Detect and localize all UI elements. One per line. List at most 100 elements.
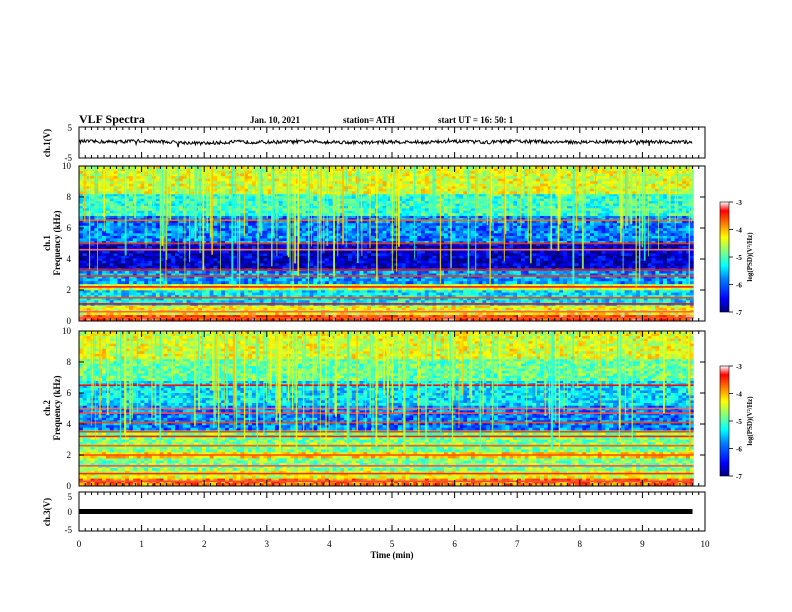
spectrogram-cell: [125, 281, 130, 285]
spectrogram-cell: [305, 243, 310, 247]
spectrogram-cell: [117, 263, 122, 267]
spectrogram-cell: [102, 286, 107, 291]
spectrogram-cell: [321, 243, 326, 247]
spectrogram-cell: [90, 314, 95, 319]
spectrogram-cell: [232, 276, 237, 279]
spectrogram-cell: [301, 283, 307, 288]
spectrogram-cell: [190, 300, 195, 304]
spectrogram-cell: [82, 300, 88, 304]
spectrogram-cell: [574, 312, 579, 316]
spectrogram-cell: [689, 307, 695, 311]
spectrogram-cell: [344, 253, 349, 257]
spectrogram-cell: [444, 292, 449, 296]
spectrogram-cell: [686, 276, 691, 279]
spectrogram-cell: [447, 245, 453, 249]
spectrogram-cell: [517, 314, 522, 319]
spectrogram-cell: [632, 260, 637, 264]
spectrogram-cell: [582, 297, 587, 301]
spectrogram-cell: [294, 260, 299, 264]
spectrogram-cell: [536, 263, 541, 267]
spectrogram-cell: [240, 305, 245, 309]
spectrogram-cell: [405, 255, 410, 259]
spectrogram-cell: [486, 260, 491, 264]
spectrogram-cell: [317, 286, 322, 291]
spectrogram-cell: [432, 281, 437, 285]
spectrogram-cell: [259, 276, 264, 279]
spectrogram-cell: [470, 215, 476, 219]
spectrogram-cell: [528, 295, 533, 299]
spectrogram-cell: [501, 255, 506, 259]
ch1-ylabel: ch.1(V): [42, 129, 52, 157]
spectrogram-cell: [328, 292, 333, 296]
spectrogram-cell: [167, 245, 172, 249]
spectrogram-cell: [121, 292, 126, 296]
spectrogram-cell: [98, 292, 103, 296]
spectrogram-cell: [282, 300, 287, 304]
spectrogram-cell: [167, 263, 172, 267]
spectrogram-cell: [628, 250, 633, 254]
spectrogram-cell: [639, 312, 645, 316]
spectrogram-cell: [397, 245, 403, 249]
spectrogram-cell: [98, 255, 103, 259]
spectrogram-cell: [321, 278, 326, 282]
spectrogram-cell: [324, 305, 330, 309]
spectrogram-cell: [217, 258, 222, 262]
spectrogram-cell: [367, 255, 372, 259]
spectrogram-cell: [574, 265, 579, 269]
spectrogram-cell: [616, 255, 622, 259]
spectrogram-cell: [467, 290, 472, 293]
spectrogram-cell: [190, 297, 195, 301]
spectrogram-cell: [659, 305, 664, 309]
spectrogram-cell: [593, 290, 599, 293]
spectrogram-cell: [140, 276, 145, 279]
spectrogram-cell: [251, 255, 257, 259]
spectrogram-cell: [309, 281, 314, 285]
spectrogram-cell: [616, 300, 622, 304]
spectrogram-cell: [290, 263, 295, 267]
spectrogram-cell: [555, 255, 560, 259]
spectrogram-cell: [401, 260, 406, 264]
spectrogram-cell: [298, 305, 303, 309]
spectrogram-cell: [194, 245, 199, 249]
spectrogram-cell: [659, 258, 664, 262]
spectrogram-cell: [198, 292, 203, 296]
spectrogram-cell: [597, 270, 602, 274]
spectrogram-cell: [397, 263, 403, 267]
spectrogram-cell: [543, 270, 549, 274]
station-label: station= ATH: [343, 115, 395, 125]
spectrogram-cell: [194, 307, 199, 311]
spectrogram-cell: [347, 215, 353, 219]
spectrogram-cell: [267, 292, 272, 296]
spectrogram-cell: [251, 297, 257, 301]
spectrogram-cell: [540, 297, 545, 301]
spectrogram-cell: [140, 258, 145, 262]
spectrogram-cell: [655, 260, 660, 264]
spectrogram-cell: [132, 312, 138, 316]
spectrogram-cell: [109, 286, 114, 291]
spectrogram-cell: [386, 295, 391, 299]
spectrogram-cell: [478, 270, 483, 274]
spectrogram-cell: [109, 250, 114, 254]
spectrogram-cell: [574, 253, 579, 257]
spectrogram-cell: [620, 276, 625, 279]
spectrogram-cell: [232, 297, 237, 301]
spectrogram-cell: [136, 281, 141, 285]
spectrogram-cell: [586, 292, 591, 296]
spectrogram-cell: [601, 307, 606, 311]
spectrogram-cell: [386, 276, 391, 279]
spectrogram-cell: [463, 283, 468, 288]
spectrogram-cell: [367, 305, 372, 309]
spectrogram-cell: [205, 270, 211, 274]
spectrogram-cell: [413, 314, 418, 319]
spectrogram-cell: [632, 312, 637, 316]
spectrogram-cell: [152, 255, 157, 259]
spectrogram-cell: [194, 260, 199, 264]
spectrogram-cell: [263, 258, 268, 262]
spectrogram-cell: [102, 250, 107, 254]
spectrogram-cell: [624, 317, 629, 321]
spectrogram-cell: [121, 255, 126, 259]
spectrogram-cell: [501, 245, 506, 249]
spectrogram-cell: [205, 260, 211, 264]
spectrogram-cell: [520, 263, 526, 267]
spectrogram-cell: [436, 305, 441, 309]
